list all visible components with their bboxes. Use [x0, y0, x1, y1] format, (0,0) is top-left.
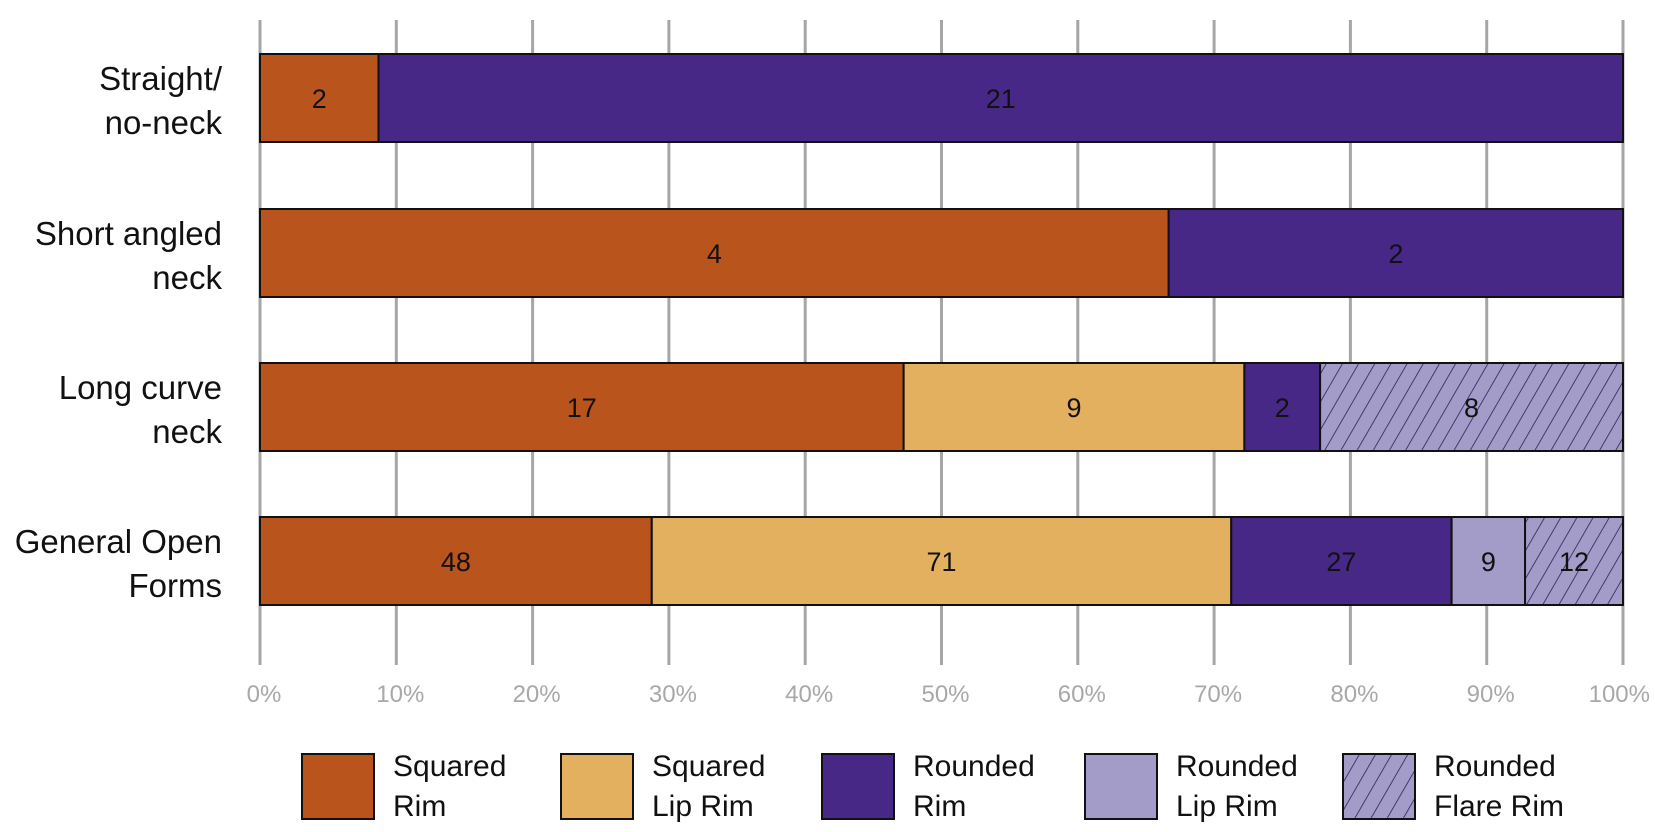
x-tick-label: 50%: [921, 681, 969, 708]
x-tick-label: 10%: [376, 681, 424, 708]
x-tick-label: 20%: [513, 681, 561, 708]
bar-segment: [377, 53, 1624, 143]
legend-swatch: [821, 753, 895, 820]
data-label: 2: [312, 84, 327, 114]
legend-swatch: [1342, 753, 1416, 820]
bar-segment: [1243, 362, 1322, 452]
legend-label: Squared Rim: [393, 750, 506, 823]
category-label: Straight/no-neck: [99, 60, 223, 141]
data-label: 27: [1326, 547, 1356, 577]
data-label: 71: [926, 547, 956, 577]
bar-segment: [259, 362, 905, 452]
legend-label: Rounded Flare Rim: [1434, 750, 1564, 823]
legend-swatch: [560, 753, 634, 820]
x-tick-label: 30%: [649, 681, 697, 708]
bar-segment: [259, 208, 1170, 298]
bars: 2 21 4 2 17 9 2 8 48 71 27 9 12: [259, 53, 1625, 606]
x-tick-label: 80%: [1330, 681, 1378, 708]
category-label: Short angled neck: [35, 215, 223, 296]
legend-swatch: [301, 753, 375, 820]
x-tick-label: 0%: [247, 681, 282, 708]
data-label: 17: [567, 393, 597, 423]
bar-segment: [259, 516, 653, 606]
data-label: 8: [1464, 393, 1479, 423]
legend-swatch: [1084, 753, 1158, 820]
bar-segment: [1524, 516, 1625, 606]
bar-segment: [902, 362, 1246, 452]
legend: Squared Rim Squared Lip Rim Rounded Rim Rounde…: [301, 750, 1564, 823]
x-axis-tick-labels: 0% 10% 20% 30% 40% 50% 60% 70% 80% 90% 100%: [247, 681, 1650, 708]
data-label: 9: [1481, 547, 1496, 577]
x-tick-label: 90%: [1467, 681, 1515, 708]
category-labels: Straight/no-neck Short angled neck Long cur…: [15, 60, 223, 604]
data-label: 12: [1559, 547, 1589, 577]
legend-label: Rounded Lip Rim: [1176, 750, 1298, 823]
data-label: 2: [1275, 393, 1290, 423]
legend-label: Rounded Rim: [913, 750, 1035, 823]
category-label: Long curve neck: [59, 369, 223, 450]
data-label: 4: [707, 239, 722, 269]
legend-label: Squared Lip Rim: [652, 750, 765, 823]
data-label: 21: [986, 84, 1016, 114]
x-tick-label: 60%: [1058, 681, 1106, 708]
bar-segment: [1167, 208, 1624, 298]
category-label: General Open Forms: [15, 523, 222, 604]
bar-segment: [1230, 516, 1453, 606]
data-label: 2: [1388, 239, 1403, 269]
bar-segment: [1319, 362, 1624, 452]
data-label: 9: [1066, 393, 1081, 423]
data-label: 48: [441, 547, 471, 577]
bar-segment: [259, 53, 380, 143]
x-tick-label: 40%: [785, 681, 833, 708]
x-tick-label: 100%: [1589, 681, 1650, 708]
bar-segment: [1450, 516, 1527, 606]
x-tick-label: 70%: [1194, 681, 1242, 708]
